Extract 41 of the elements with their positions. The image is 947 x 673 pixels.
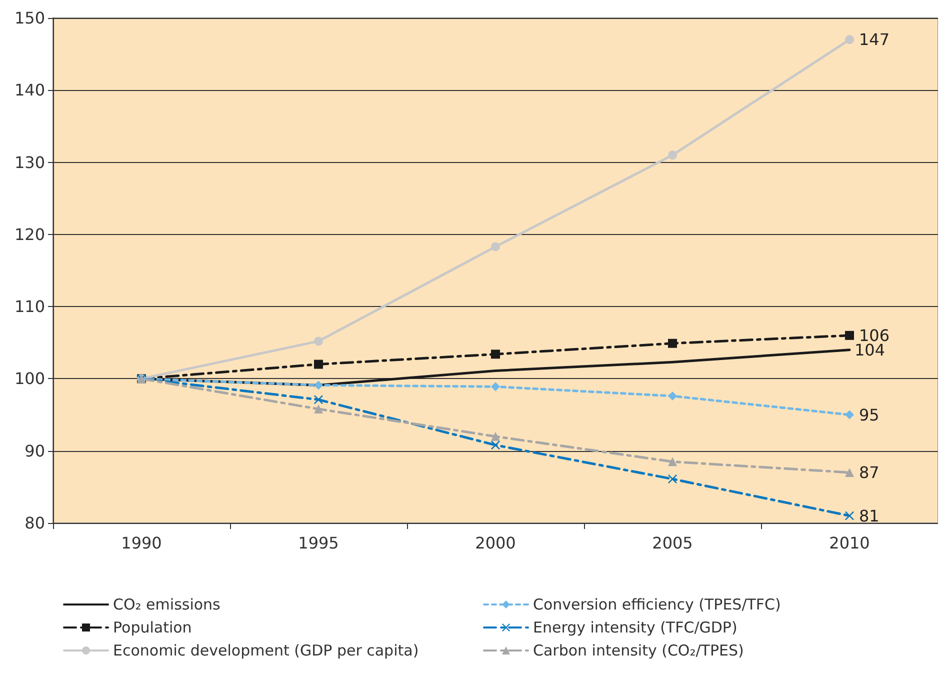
data-label: 81 [859,506,880,526]
point [845,511,854,520]
legend-label: Population [113,618,192,636]
point [491,350,500,359]
y-tick-label: 150 [14,8,45,28]
y-tick-label: 80 [24,514,45,532]
point [314,380,323,390]
legend-label: CO₂ emissions [113,596,221,614]
x-tick-label: 2000 [475,534,516,552]
point [845,330,854,340]
legend-label: Energy intensity (TFC/GDP) [533,618,738,636]
legend-label: Carbon intensity (CO₂/TPES) [533,642,744,660]
point [845,468,854,477]
y-tick-label: 100 [14,369,45,388]
data-label: 147 [859,30,890,50]
y-tick-label: 110 [14,297,45,316]
y-tick-label: 130 [14,152,45,172]
point [668,457,677,466]
point [491,432,500,441]
y-tick-label: 90 [24,441,45,460]
point [491,382,500,392]
point [314,404,323,414]
legend-label: Conversion efficiency (TPES/TFC) [533,596,781,614]
point [845,35,854,44]
x-tick-label: 1995 [298,534,339,552]
data-label: 87 [859,463,880,482]
data-label: 95 [859,405,880,424]
y-tick-label: 140 [14,80,45,100]
point [668,150,677,160]
legend-label: Economic development (GDP per capita) [113,642,419,660]
point [668,392,677,401]
x-tick-label: 1990 [121,534,162,552]
point [314,360,323,369]
x-tick-label: 2010 [829,534,870,552]
point [314,336,323,346]
x-tick-label: 2005 [652,534,693,552]
point [491,242,500,252]
point [668,338,677,348]
point [314,395,323,404]
point [845,410,854,420]
y-tick-label: 120 [14,224,45,244]
